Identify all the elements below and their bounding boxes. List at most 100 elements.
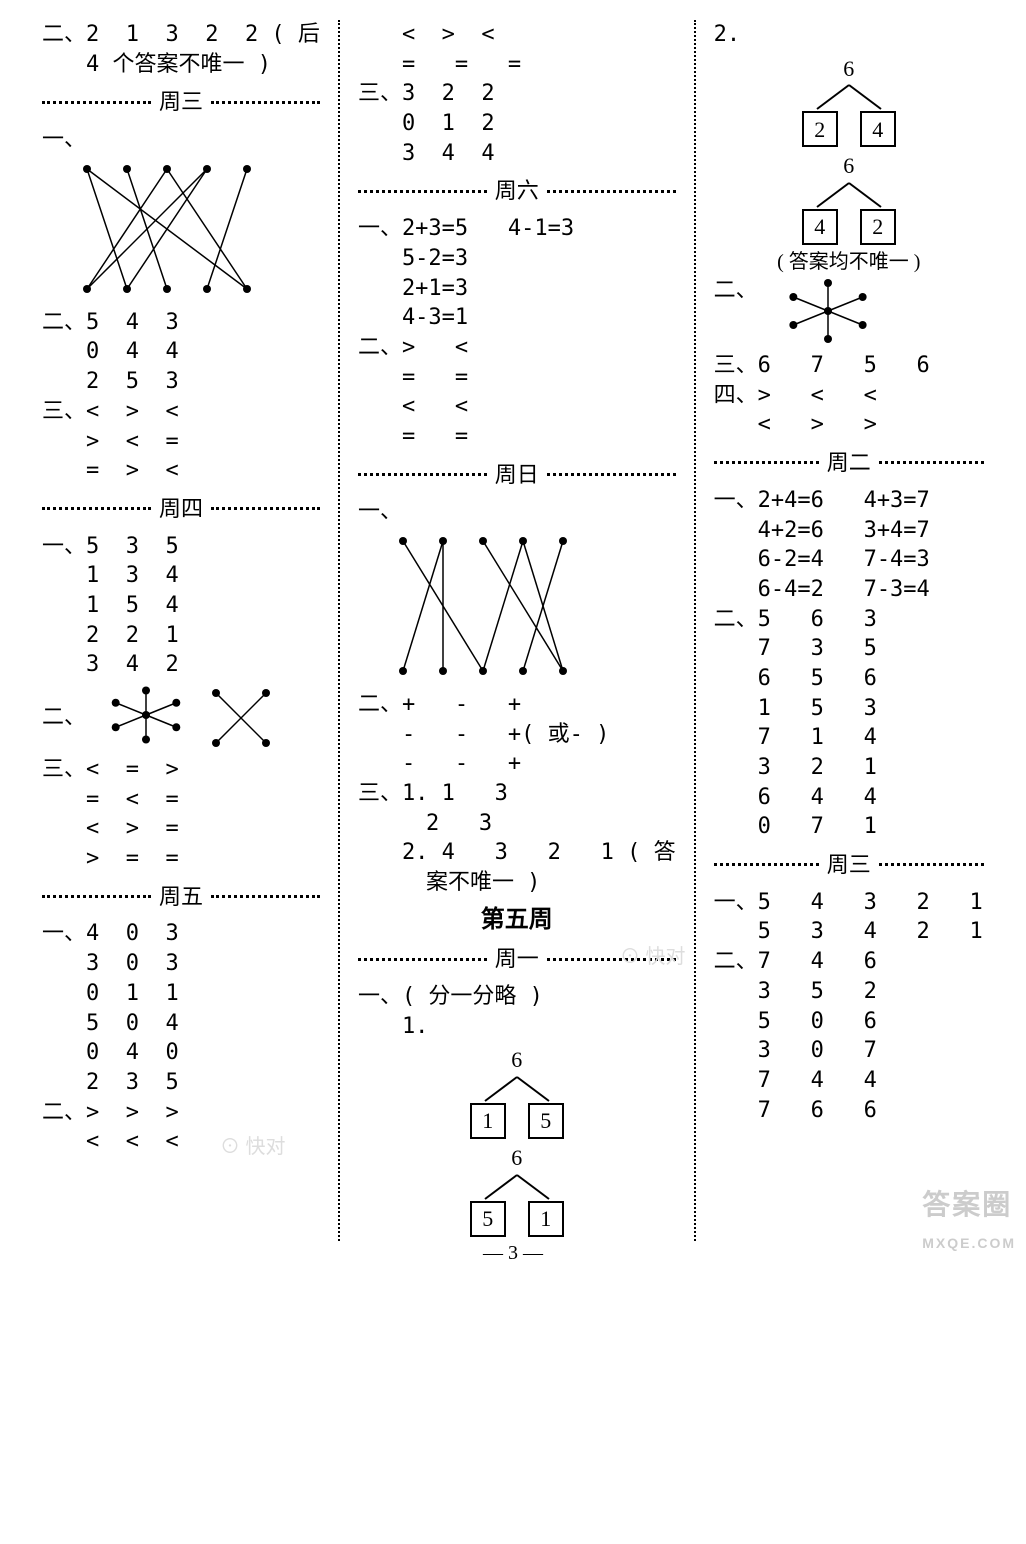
text-line: 0 4 0 bbox=[42, 1038, 320, 1068]
heading: 周三 bbox=[151, 87, 211, 117]
kuaidui-watermark: ⊙ 快对 bbox=[620, 940, 686, 969]
text-line: 2. 4 3 2 1 ( 答 bbox=[358, 838, 676, 868]
divider-zhou3b: 周三 bbox=[714, 850, 984, 880]
number-tree-4: 6 4 2 bbox=[714, 151, 984, 245]
text-line: 二、5 4 3 bbox=[42, 308, 320, 338]
text-line: 3 4 2 bbox=[42, 650, 320, 680]
text-line: 案不唯一 ) bbox=[358, 868, 676, 898]
text-line: 6 5 6 bbox=[714, 664, 984, 694]
text-line: 一、5 3 5 bbox=[42, 532, 320, 562]
watermark-sub: MXQE.COM bbox=[922, 1235, 1016, 1251]
tree-right: 1 bbox=[528, 1201, 564, 1237]
text-line: > = = bbox=[42, 844, 320, 874]
text-line: 2 2 1 bbox=[42, 621, 320, 651]
text-line: 二、> > > bbox=[42, 1098, 320, 1128]
text-line: 7 1 4 bbox=[714, 723, 984, 753]
tree-top: 6 bbox=[843, 54, 854, 84]
text-line: < > = bbox=[42, 814, 320, 844]
text-line: 2+1=3 bbox=[358, 274, 676, 304]
tree-top: 6 bbox=[511, 1045, 522, 1075]
text-line: 7 3 5 bbox=[714, 634, 984, 664]
x-diagram bbox=[206, 683, 276, 753]
tree-right: 5 bbox=[528, 1103, 564, 1139]
text-line: = > < bbox=[42, 456, 320, 486]
divider-zhou4: 周四 bbox=[42, 494, 320, 524]
number-tree-2: 6 5 1 bbox=[358, 1143, 676, 1237]
star-diagram-1 bbox=[86, 680, 206, 755]
text-line: 三、3 2 2 bbox=[358, 79, 676, 109]
text-line: < < bbox=[358, 392, 676, 422]
column-1: 二、2 1 3 2 2 ( 后 4 个答案不唯一 ) 周三 一、 二、5 4 3… bbox=[30, 20, 332, 1241]
text-line: 2 5 3 bbox=[42, 367, 320, 397]
tree-top: 6 bbox=[511, 1143, 522, 1173]
matching-diagram-1 bbox=[72, 159, 272, 304]
text-line: 一、2+3=5 4-1=3 bbox=[358, 214, 676, 244]
text-line: 7 6 6 bbox=[714, 1096, 984, 1126]
text-line: 4-3=1 bbox=[358, 303, 676, 333]
star-diagram-3 bbox=[758, 276, 908, 351]
text-line: 二、 bbox=[714, 276, 758, 306]
text-line: 二、5 6 3 bbox=[714, 605, 984, 635]
text-line: 3 4 4 bbox=[358, 139, 676, 169]
tree-right: 2 bbox=[860, 209, 896, 245]
watermark-icon: 答案圈 MXQE.COM bbox=[922, 1183, 1016, 1255]
text-line: 二、+ - + bbox=[358, 690, 676, 720]
text-line: 一、 bbox=[358, 497, 676, 527]
tree-left: 5 bbox=[470, 1201, 506, 1237]
text-line: 三、< = > bbox=[42, 755, 320, 785]
text-line: 2 3 bbox=[358, 809, 676, 839]
text-line: 7 4 4 bbox=[714, 1066, 984, 1096]
text-line: - - + bbox=[358, 749, 676, 779]
heading: 周三 bbox=[819, 850, 879, 880]
text-line: 二、> < bbox=[358, 333, 676, 363]
text-line: 0 7 1 bbox=[714, 812, 984, 842]
text-line: 一、( 分一分略 ) bbox=[358, 982, 676, 1012]
note-text: ( 答案均不唯一 ) bbox=[714, 249, 984, 276]
divider-zhou5: 周五 bbox=[42, 882, 320, 912]
heading: 周二 bbox=[819, 448, 879, 478]
text-line: 四、> < < bbox=[714, 381, 984, 411]
page-number: — 3 — bbox=[0, 1242, 1026, 1265]
text-line: 4+2=6 3+4=7 bbox=[714, 516, 984, 546]
text-line: 1 5 3 bbox=[714, 694, 984, 724]
text-line: 0 4 4 bbox=[42, 337, 320, 367]
text-line: 三、< > < bbox=[42, 397, 320, 427]
text-line: 5 3 4 2 1 bbox=[714, 917, 984, 947]
text-line: 6-4=2 7-3=4 bbox=[714, 575, 984, 605]
text-line: 3 0 3 bbox=[42, 949, 320, 979]
number-tree-1: 6 1 5 bbox=[358, 1045, 676, 1139]
text-line: 1. bbox=[358, 1012, 676, 1042]
text-line: = = bbox=[358, 422, 676, 452]
page: 二、2 1 3 2 2 ( 后 4 个答案不唯一 ) 周三 一、 二、5 4 3… bbox=[0, 0, 1026, 1261]
divider-zhou6: 周六 bbox=[358, 176, 676, 206]
column-separator bbox=[694, 20, 696, 1241]
kuaidui-watermark: ⊙ 快对 bbox=[220, 1130, 286, 1159]
text-line: 一、5 4 3 2 1 bbox=[714, 888, 984, 918]
text-line: = = bbox=[358, 363, 676, 393]
heading: 周六 bbox=[487, 176, 547, 206]
column-3: 2. 6 2 4 6 4 2 ( 答案均不唯一 ) 二、 三、6 7 5 6 四… bbox=[702, 20, 996, 1241]
text-line: 3 0 7 bbox=[714, 1036, 984, 1066]
text-line: < > > bbox=[714, 410, 984, 440]
text-line: = < = bbox=[42, 785, 320, 815]
text-line: 5 0 4 bbox=[42, 1009, 320, 1039]
tree-right: 4 bbox=[860, 111, 896, 147]
text-line: 二、7 4 6 bbox=[714, 947, 984, 977]
text-line: 2. bbox=[714, 20, 984, 50]
text-line: 三、6 7 5 6 bbox=[714, 351, 984, 381]
text-line: > < = bbox=[42, 427, 320, 457]
text-line: 二、2 1 3 2 2 ( 后 bbox=[42, 20, 320, 50]
text-line: 1 5 4 bbox=[42, 591, 320, 621]
tree-left: 4 bbox=[802, 209, 838, 245]
text-line: 一、 bbox=[42, 125, 320, 155]
text-line: - - +( 或- ) bbox=[358, 720, 676, 750]
tree-left: 1 bbox=[470, 1103, 506, 1139]
divider-zhou3: 周三 bbox=[42, 87, 320, 117]
text-line: 一、4 0 3 bbox=[42, 919, 320, 949]
text-line: 4 个答案不唯一 ) bbox=[42, 50, 320, 80]
column-separator bbox=[338, 20, 340, 1241]
text-line: 一、2+4=6 4+3=7 bbox=[714, 486, 984, 516]
text-line: 0 1 1 bbox=[42, 979, 320, 1009]
text-line: 3 5 2 bbox=[714, 977, 984, 1007]
text-line: 三、1. 1 3 bbox=[358, 779, 676, 809]
